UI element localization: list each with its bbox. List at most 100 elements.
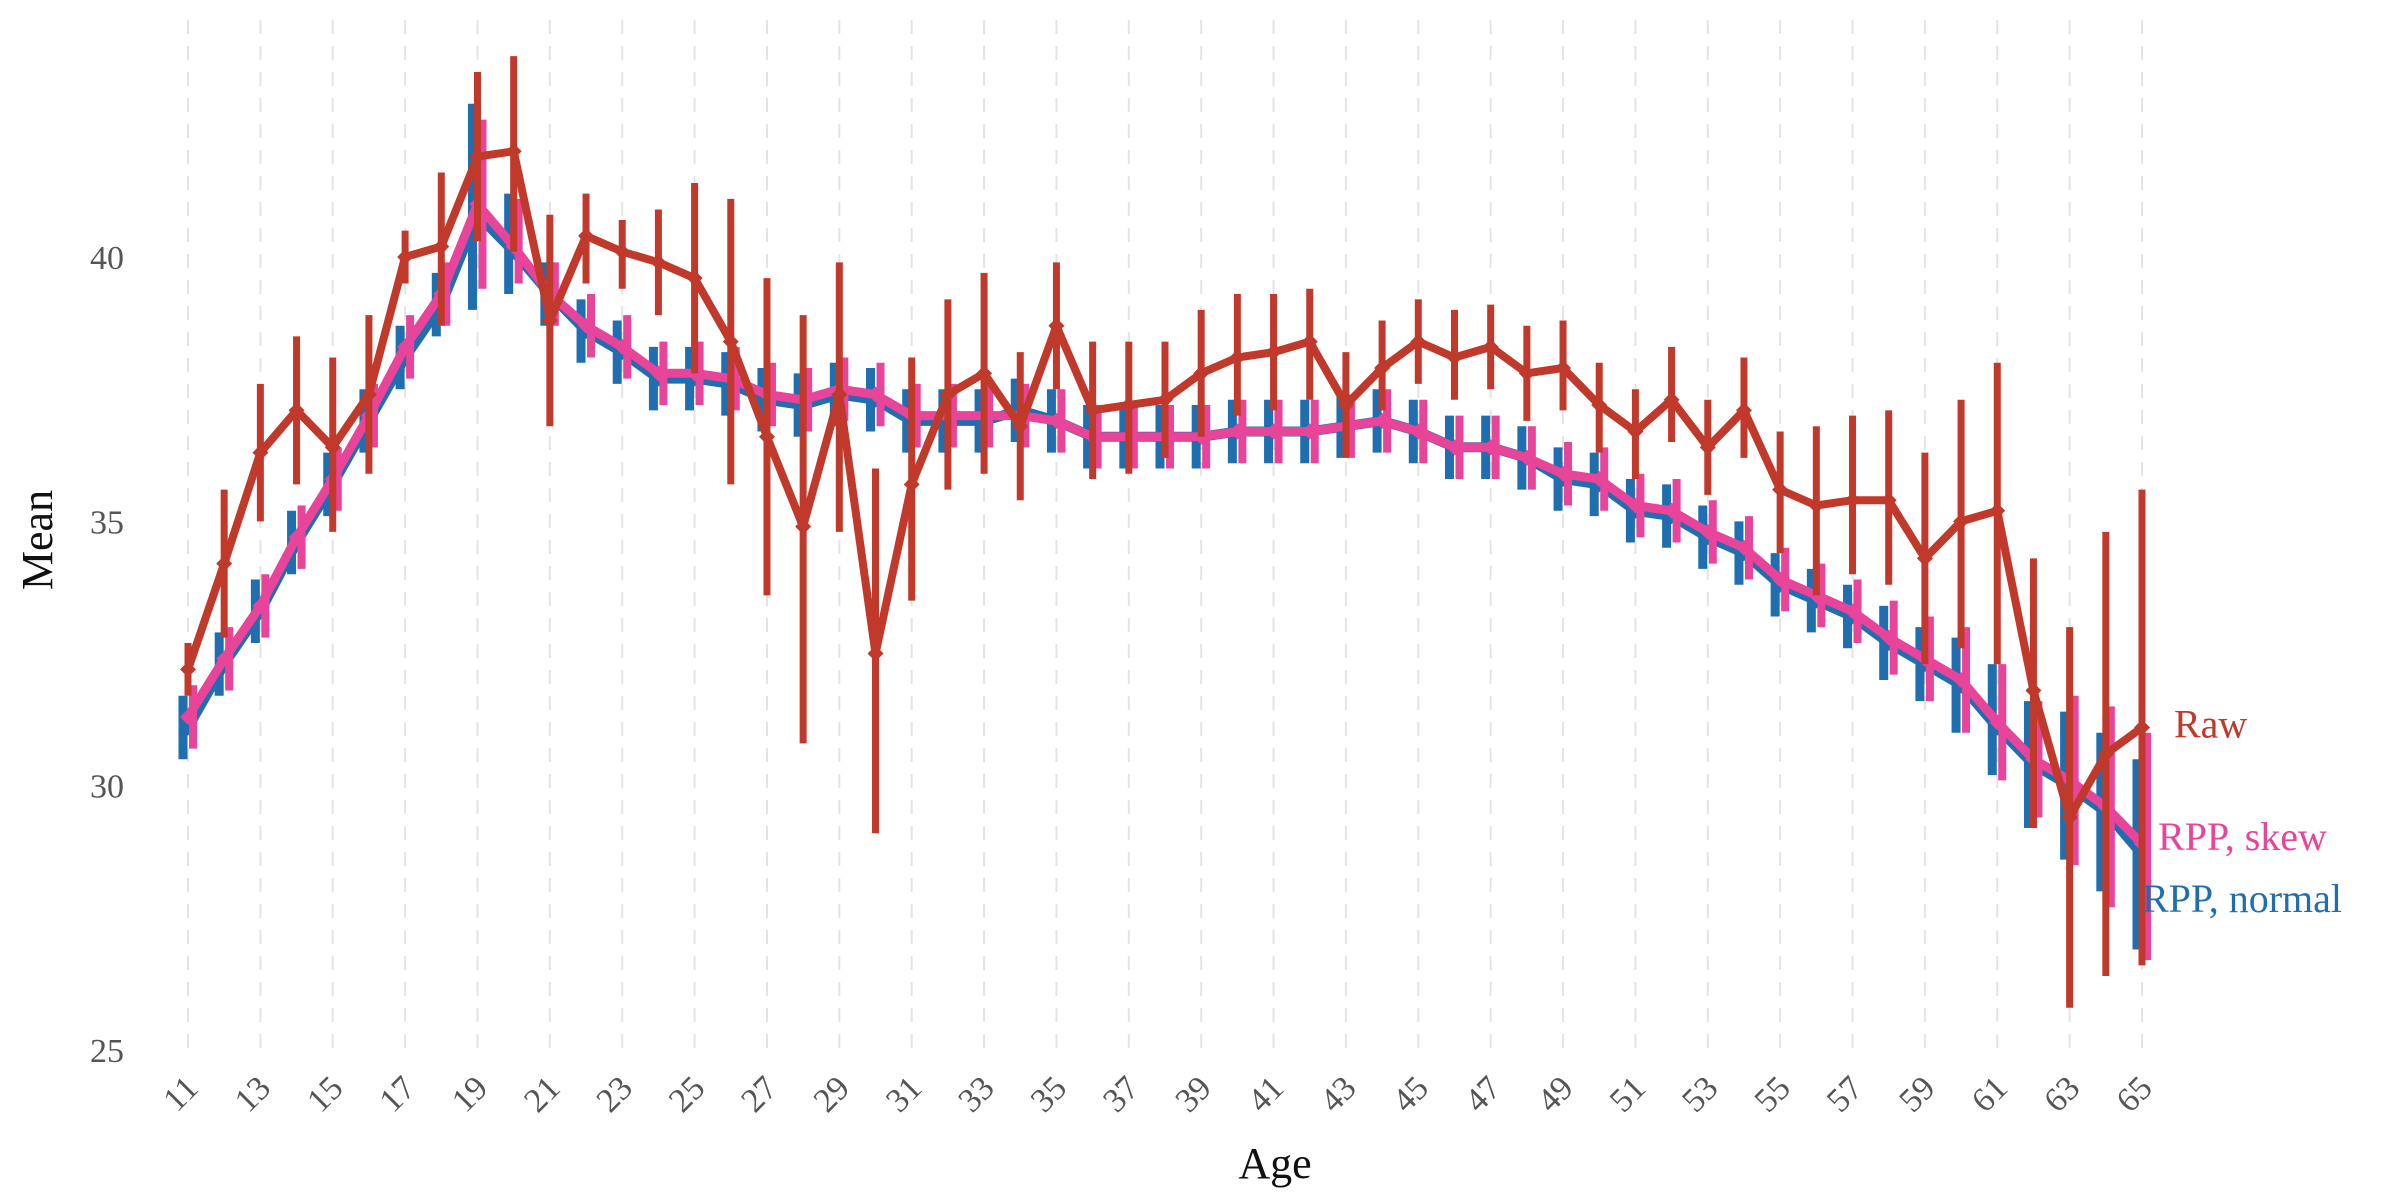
data-point — [1374, 412, 1391, 429]
y-tick-label: 40 — [90, 240, 124, 277]
data-point — [2061, 809, 2078, 826]
data-point — [252, 597, 269, 614]
data-point — [1374, 360, 1391, 377]
x-tick-label: 27 — [734, 1069, 784, 1119]
data-point — [795, 518, 812, 535]
x-tick-label: 55 — [1748, 1069, 1798, 1119]
data-point — [1410, 333, 1427, 350]
data-point — [1699, 439, 1716, 456]
data-point — [614, 338, 631, 355]
data-point — [1663, 391, 1680, 408]
data-point — [1808, 497, 1825, 514]
data-point — [1989, 714, 2006, 731]
data-point — [1663, 502, 1680, 519]
data-point — [867, 645, 884, 662]
x-tick-label: 23 — [590, 1069, 640, 1119]
data-point — [939, 386, 956, 403]
data-point — [1627, 423, 1644, 440]
x-tick-label: 15 — [300, 1069, 350, 1119]
y-tick-label: 35 — [90, 504, 124, 541]
data-point — [903, 476, 920, 493]
x-tick-label: 19 — [445, 1069, 495, 1119]
data-point — [1880, 629, 1897, 646]
x-tick-label: 41 — [1241, 1069, 1291, 1119]
data-point — [180, 708, 196, 725]
data-point — [469, 148, 486, 165]
data-point — [1482, 439, 1499, 456]
x-tick-label: 11 — [156, 1069, 205, 1118]
data-point — [288, 529, 305, 546]
data-point — [1265, 423, 1282, 440]
data-point — [1120, 397, 1137, 414]
x-tick-label: 33 — [952, 1069, 1002, 1119]
x-tick-label: 51 — [1603, 1069, 1653, 1119]
data-point — [1518, 365, 1535, 382]
data-point — [1446, 439, 1463, 456]
data-point — [324, 439, 341, 456]
data-point — [2097, 745, 2114, 762]
data-point — [505, 143, 522, 160]
data-point — [433, 238, 450, 255]
data-point — [1591, 397, 1608, 414]
data-point — [1591, 471, 1608, 488]
data-point — [1844, 603, 1861, 620]
data-point — [1084, 402, 1101, 419]
x-tick-label: 17 — [373, 1069, 423, 1119]
data-point — [1410, 423, 1427, 440]
x-tick-label: 45 — [1386, 1069, 1436, 1119]
x-tick-label: 43 — [1313, 1069, 1363, 1119]
x-tick-label: 47 — [1458, 1069, 1508, 1119]
data-point — [360, 386, 377, 403]
data-point — [1337, 397, 1354, 414]
data-point — [650, 365, 667, 382]
data-point — [1772, 481, 1789, 498]
data-point — [288, 402, 305, 419]
x-tick-label: 31 — [879, 1069, 929, 1119]
data-point — [1482, 338, 1499, 355]
data-point — [1916, 550, 1933, 567]
x-tick-label: 49 — [1530, 1069, 1580, 1119]
data-point — [1627, 497, 1644, 514]
series-labels: RPP, normal RPP, skew Raw — [2142, 702, 2342, 921]
data-point — [1301, 333, 1318, 350]
series-label: RPP, normal — [2142, 876, 2342, 921]
data-point — [397, 338, 414, 355]
data-point — [2025, 682, 2042, 699]
y-tick-labels: 25 30 35 40 — [90, 240, 124, 1070]
data-point — [686, 270, 703, 287]
x-tick-label: 65 — [2109, 1069, 2159, 1119]
data-point — [1012, 418, 1029, 435]
x-tick-label: 53 — [1675, 1069, 1725, 1119]
data-point — [2134, 719, 2150, 736]
x-tick-labels: 11 13 15 17 19 21 23 25 27 29 31 33 35 37 39 41 43 45 47 49… — [156, 1069, 2159, 1119]
y-tick-label: 25 — [90, 1033, 124, 1070]
x-tick-label: 59 — [1892, 1069, 1942, 1119]
series-line — [183, 199, 2147, 849]
data-point — [1735, 539, 1752, 556]
data-point — [252, 444, 269, 461]
data-point — [722, 333, 739, 350]
x-tick-label: 29 — [807, 1069, 857, 1119]
data-point — [650, 254, 667, 271]
data-point — [1446, 349, 1463, 366]
data-point — [1989, 502, 2006, 519]
y-tick-label: 30 — [90, 769, 124, 806]
series-layer — [178, 56, 2151, 1008]
data-point — [1265, 344, 1282, 361]
series-label: Raw — [2174, 702, 2247, 747]
x-tick-label: 63 — [2037, 1069, 2087, 1119]
data-point — [1735, 402, 1752, 419]
data-point — [216, 555, 233, 572]
data-point — [216, 650, 233, 667]
data-point — [1953, 671, 1970, 688]
data-point — [1229, 423, 1246, 440]
x-tick-label: 61 — [1965, 1069, 2015, 1119]
data-point — [614, 243, 631, 260]
y-axis-title: Mean — [13, 490, 62, 590]
x-tick-label: 35 — [1024, 1069, 1074, 1119]
data-point — [1048, 412, 1065, 429]
data-point — [1699, 523, 1716, 540]
x-tick-label: 25 — [662, 1069, 712, 1119]
series-line — [183, 209, 2147, 860]
